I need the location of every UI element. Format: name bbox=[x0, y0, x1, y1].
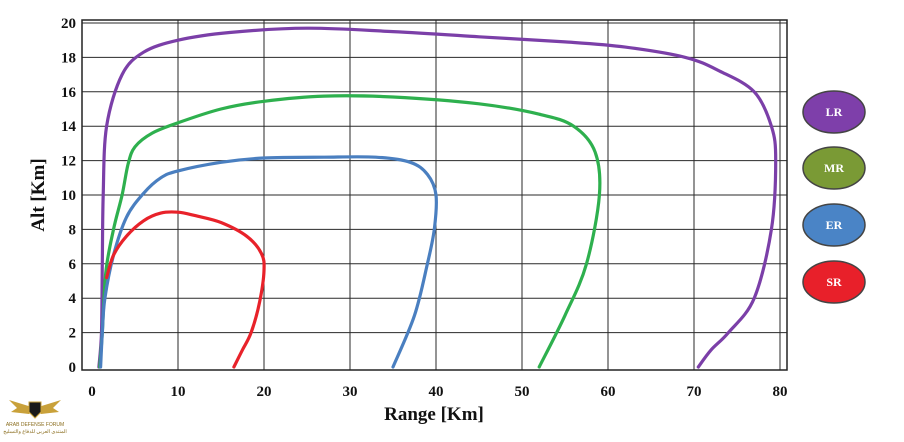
y-tick-label: 2 bbox=[69, 326, 77, 342]
y-tick-label: 18 bbox=[61, 50, 76, 66]
x-tick-label: 80 bbox=[773, 384, 788, 400]
shield-icon bbox=[28, 401, 42, 419]
legend-label: LR bbox=[826, 105, 843, 119]
y-tick-label: 10 bbox=[61, 188, 76, 204]
series-line-sr bbox=[105, 210, 266, 369]
legend-ellipse bbox=[802, 90, 866, 134]
y-axis-title: Alt [Km] bbox=[28, 158, 49, 231]
watermark-line2: المنتدى العربي للدفاع والتسليح bbox=[3, 429, 67, 435]
x-tick-label: 30 bbox=[343, 384, 358, 400]
plot-frame bbox=[81, 19, 788, 371]
y-tick-label: 4 bbox=[69, 291, 77, 307]
legend-label: SR bbox=[826, 275, 842, 289]
legend-item-er: ER bbox=[802, 203, 866, 247]
x-tick-label: 20 bbox=[257, 384, 272, 400]
series-line-mr bbox=[98, 94, 602, 369]
x-axis-title: Range [Km] bbox=[384, 404, 484, 425]
x-tick-label: 40 bbox=[429, 384, 444, 400]
legend-ellipse bbox=[802, 146, 866, 190]
legend: LR MR ER SR bbox=[802, 90, 866, 304]
watermark-logo: ARAB DEFENSE FORUM المنتدى العربي للدفاع… bbox=[3, 400, 67, 435]
series-lines bbox=[97, 26, 778, 369]
x-tick-label: 50 bbox=[515, 384, 530, 400]
y-tick-label: 6 bbox=[69, 257, 77, 273]
y-tick-label: 14 bbox=[61, 119, 77, 135]
watermark-line1: ARAB DEFENSE FORUM bbox=[6, 422, 64, 428]
x-tick-label: 0 bbox=[88, 384, 96, 400]
y-tick-label: 16 bbox=[61, 85, 77, 101]
legend-item-mr: MR bbox=[802, 146, 866, 190]
y-tick-label: 12 bbox=[61, 154, 76, 170]
y-tick-label: 20 bbox=[61, 16, 76, 32]
x-tick-label: 10 bbox=[171, 384, 186, 400]
x-tick-labels: 0 10 20 30 40 50 60 70 80 bbox=[88, 384, 787, 400]
series-line-lr bbox=[97, 26, 778, 369]
x-tick-label: 60 bbox=[601, 384, 616, 400]
x-tick-label: 70 bbox=[687, 384, 702, 400]
grid-lines bbox=[82, 20, 787, 370]
legend-ellipse bbox=[802, 203, 866, 247]
legend-ellipse bbox=[802, 260, 866, 304]
legend-label: ER bbox=[826, 218, 843, 232]
legend-item-lr: LR bbox=[802, 90, 866, 134]
y-tick-labels: 0 2 4 6 8 10 12 14 16 18 20 bbox=[61, 16, 77, 376]
legend-label: MR bbox=[824, 161, 844, 175]
y-tick-label: 8 bbox=[69, 222, 77, 238]
y-tick-label: 0 bbox=[69, 360, 77, 376]
legend-item-sr: SR bbox=[802, 260, 866, 304]
